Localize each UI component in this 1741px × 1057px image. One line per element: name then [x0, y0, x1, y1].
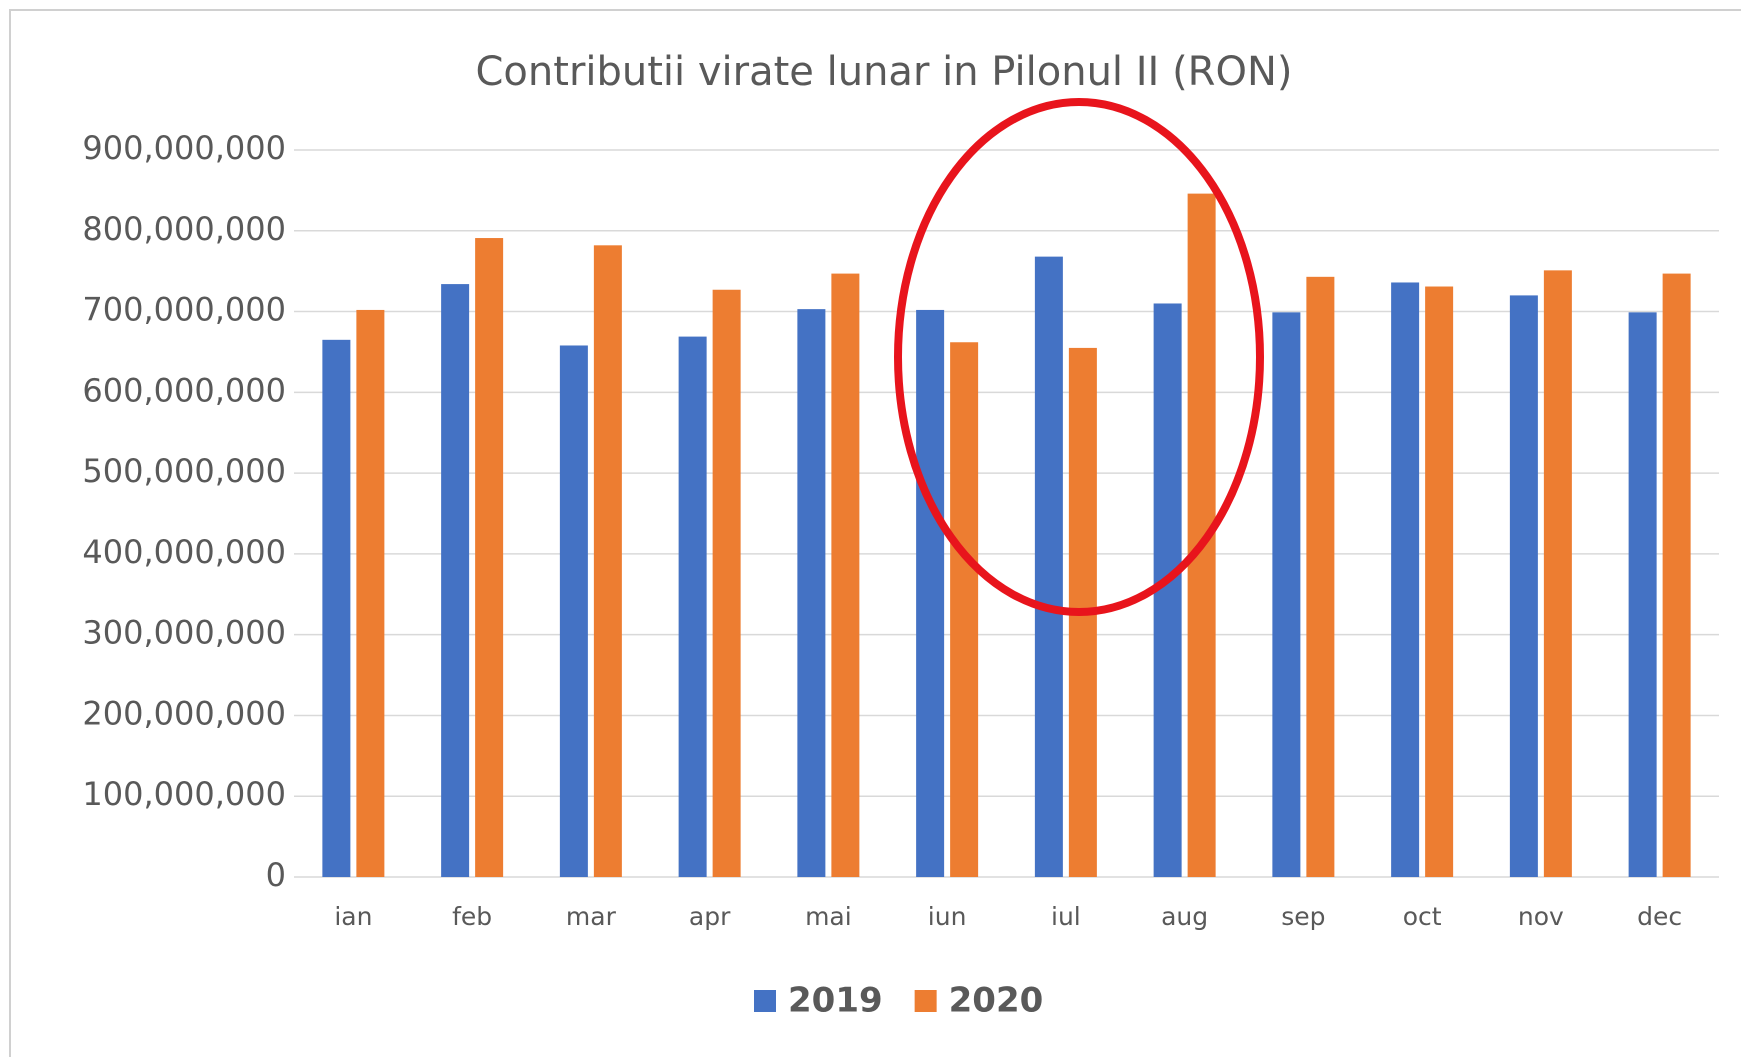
bar — [1391, 282, 1420, 877]
x-tick-label: nov — [1518, 902, 1564, 931]
x-tick-label: feb — [452, 902, 492, 931]
bar — [1425, 286, 1454, 878]
x-tick-label: aug — [1161, 902, 1208, 931]
x-tick-label: mar — [566, 902, 617, 931]
bar — [678, 336, 707, 877]
y-tick-label: 800,000,000 — [82, 210, 286, 248]
bar — [712, 289, 741, 877]
legend-label: 2019 — [788, 981, 883, 1021]
bar — [322, 339, 351, 878]
x-tick-label: iun — [928, 902, 967, 931]
x-tick-label: iul — [1051, 902, 1081, 931]
y-tick-label: 0 — [266, 856, 286, 894]
bar — [1034, 256, 1063, 877]
legend-label: 2020 — [949, 981, 1044, 1021]
y-tick-label: 200,000,000 — [82, 694, 286, 732]
highlight-ellipse — [894, 98, 1264, 616]
x-tick-label: ian — [334, 902, 372, 931]
bar — [1628, 312, 1657, 877]
bar — [475, 238, 504, 877]
y-tick-label: 300,000,000 — [82, 614, 286, 652]
legend-swatch — [754, 990, 776, 1012]
x-tick-label: mai — [805, 902, 852, 931]
y-tick-label: 400,000,000 — [82, 533, 286, 571]
x-tick-label: dec — [1637, 902, 1682, 931]
bar — [559, 345, 588, 878]
x-tick-label: sep — [1281, 902, 1325, 931]
bar — [916, 309, 945, 877]
legend-swatch — [914, 990, 937, 1012]
bar — [1306, 276, 1335, 877]
bar — [441, 284, 470, 877]
bar — [797, 309, 826, 878]
bar — [831, 273, 860, 878]
bar — [356, 309, 385, 877]
y-tick-label: 700,000,000 — [82, 291, 286, 329]
y-tick-label: 900,000,000 — [82, 129, 286, 167]
bar — [593, 245, 622, 878]
plot-area: 0 100,000,000 200,000,000 300,000,000 400,00… — [82, 129, 1719, 1021]
x-tick-label: apr — [689, 902, 731, 931]
y-tick-label: 600,000,000 — [82, 371, 286, 409]
bar — [1543, 270, 1572, 877]
bar — [1272, 312, 1301, 877]
y-tick-label: 500,000,000 — [82, 452, 286, 490]
y-tick-label: 100,000,000 — [82, 775, 286, 813]
bar — [1509, 295, 1538, 877]
bar — [1662, 273, 1691, 878]
x-tick-label: oct — [1403, 902, 1442, 931]
bar — [950, 342, 979, 877]
chart-title: Contributii virate lunar in Pilonul II (… — [476, 49, 1293, 95]
